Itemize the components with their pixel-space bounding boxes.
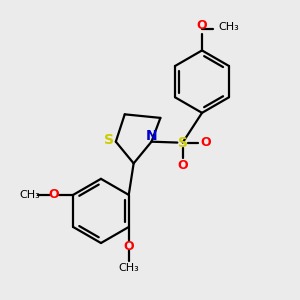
- Text: N: N: [146, 129, 157, 143]
- Text: S: S: [104, 133, 114, 147]
- Text: CH₃: CH₃: [118, 263, 139, 273]
- Text: S: S: [178, 136, 188, 150]
- Text: O: O: [123, 239, 134, 253]
- Text: O: O: [200, 136, 211, 149]
- Text: CH₃: CH₃: [19, 190, 40, 200]
- Text: CH₃: CH₃: [218, 22, 239, 32]
- Text: O: O: [49, 188, 59, 201]
- Text: O: O: [197, 19, 207, 32]
- Text: O: O: [177, 159, 188, 172]
